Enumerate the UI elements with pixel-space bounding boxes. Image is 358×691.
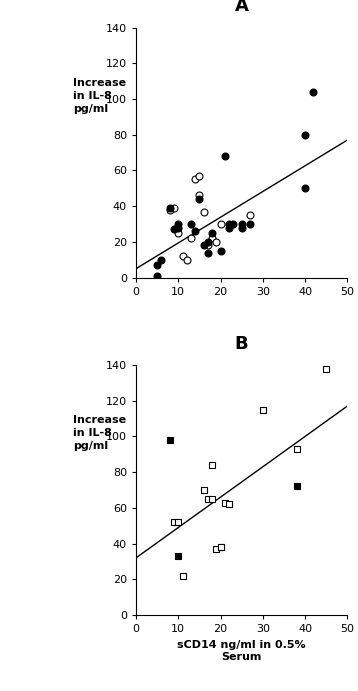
Text: A: A [235, 0, 248, 15]
X-axis label: sCD14 ng/ml in 0.5%
Serum: sCD14 ng/ml in 0.5% Serum [177, 640, 306, 662]
Text: B: B [235, 334, 248, 352]
Text: Increase
in IL-8
pg/ml: Increase in IL-8 pg/ml [73, 415, 126, 451]
Text: Increase
in IL-8
pg/ml: Increase in IL-8 pg/ml [73, 77, 126, 114]
